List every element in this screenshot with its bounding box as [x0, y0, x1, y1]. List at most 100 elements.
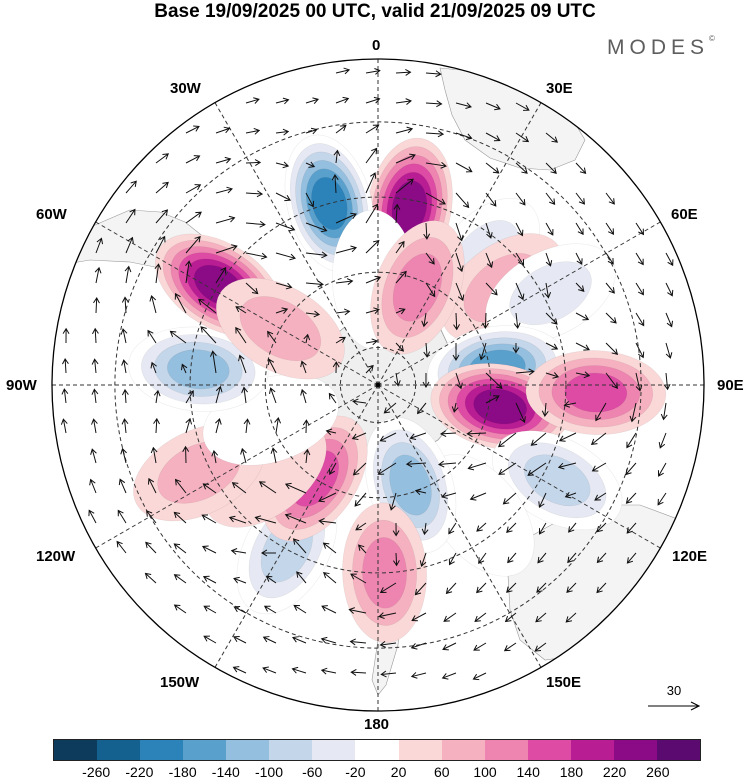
wind-vector-arrow	[478, 552, 487, 564]
wind-vector-arrow	[269, 387, 277, 404]
wind-vector-arrow	[275, 282, 293, 290]
wind-vector-arrow	[557, 462, 577, 470]
wind-vector-arrow	[215, 385, 223, 404]
wind-vector-arrow	[320, 667, 337, 675]
wind-vector-arrow	[485, 162, 500, 174]
wind-vector-arrow	[626, 522, 637, 534]
wind-vector-arrow	[657, 492, 667, 506]
wind-vector-arrow	[605, 312, 617, 324]
wind-vector-arrow	[425, 282, 436, 298]
wind-vector-arrow	[125, 236, 134, 254]
wind-vector-arrow	[485, 252, 494, 269]
wind-vector-arrow	[173, 511, 187, 524]
colorbar-swatch	[312, 740, 356, 760]
wind-vector-arrow	[393, 372, 401, 387]
wind-vector-arrow	[538, 492, 547, 509]
wind-vector-arrow	[605, 282, 615, 294]
wind-vector-arrow	[89, 478, 97, 494]
wind-vector-arrow	[90, 448, 97, 464]
wind-vector-arrow	[354, 492, 367, 507]
wind-vector-arrow	[348, 607, 367, 614]
wind-vector-arrow	[377, 462, 397, 475]
wind-vector-arrow	[245, 159, 262, 167]
wind-vector-arrow	[305, 310, 321, 318]
wind-vector-arrow	[233, 606, 247, 614]
wind-vector-arrow	[365, 364, 374, 374]
wind-vector-arrow	[425, 70, 442, 78]
wind-vector-arrow	[88, 509, 97, 524]
wind-vector-arrow	[245, 97, 260, 104]
wind-vector-arrow	[414, 582, 427, 596]
wind-vector-arrow	[303, 333, 311, 344]
wind-vector-arrow	[507, 552, 517, 564]
wind-vector-arrow	[635, 372, 643, 392]
positive-anomaly	[370, 220, 465, 355]
wind-vector-arrow	[267, 330, 277, 344]
wind-vector-arrow	[201, 514, 217, 524]
wind-vector-arrow	[185, 417, 193, 434]
wind-vector-arrow	[568, 522, 577, 533]
wind-vector-arrow	[472, 672, 487, 681]
wind-vector-arrow	[147, 329, 157, 344]
colorbar-tick: -100	[254, 764, 284, 780]
colorbar-swatch	[355, 740, 399, 760]
wind-vector-arrow	[318, 518, 337, 525]
wind-vector-arrow	[335, 124, 347, 134]
wind-vector-arrow	[395, 342, 405, 352]
wind-vector-arrow	[563, 401, 577, 408]
wind-vector-arrow	[545, 162, 557, 174]
wind-vector-arrow	[575, 312, 590, 321]
wind-vector-arrow	[91, 418, 98, 434]
wind-vector-arrow	[333, 149, 341, 164]
colorbar-tick: -60	[302, 764, 323, 780]
label-lon-150w: 150W	[160, 674, 200, 691]
wind-vector-arrow	[419, 552, 427, 567]
wind-vector-arrow	[476, 522, 487, 532]
colorbar-tick: -260	[82, 764, 111, 780]
wind-vector-arrow	[185, 125, 200, 134]
wind-vector-arrow	[665, 282, 674, 297]
wind-vector-arrow	[263, 605, 277, 614]
wind-vector-arrow	[538, 522, 547, 535]
wind-vector-arrow	[203, 635, 217, 644]
wind-vector-arrow	[445, 582, 457, 595]
wind-vector-arrow	[173, 604, 187, 614]
wind-vector-arrow	[536, 582, 547, 593]
wind-vector-arrow	[329, 462, 337, 475]
wind-vector-arrow	[215, 215, 236, 224]
wind-vector-arrow	[476, 582, 487, 594]
wind-vector-arrow	[425, 252, 435, 265]
wind-vector-arrow	[442, 642, 457, 651]
wind-vector-arrow	[485, 222, 493, 239]
wind-vector-arrow	[537, 552, 547, 564]
wind-vector-arrow	[241, 386, 248, 404]
wind-vector-arrow	[230, 548, 247, 555]
wind-vector-arrow	[513, 312, 521, 330]
wind-vector-arrow	[275, 222, 296, 232]
wind-vector-arrow	[365, 147, 378, 164]
wind-vector-arrow	[228, 515, 247, 524]
wind-vector-arrow	[185, 235, 201, 254]
wind-vector-arrow	[365, 172, 377, 194]
wind-vector-arrow	[626, 432, 637, 449]
wind-vector-arrow	[215, 266, 227, 284]
wind-vector-arrow	[169, 330, 187, 344]
wind-vector-arrow	[395, 270, 407, 284]
colorbar	[53, 739, 701, 761]
wind-vectors	[60, 67, 674, 681]
reference-arrow-icon	[648, 701, 701, 711]
wind-vector-arrow	[395, 307, 406, 315]
wind-vector-arrow	[605, 192, 615, 205]
wind-vector-arrow	[379, 582, 397, 594]
wind-vector-arrow	[146, 510, 157, 524]
wind-vector-arrow	[453, 312, 460, 331]
wind-vector-arrow	[395, 68, 412, 76]
wind-vector-arrow	[485, 395, 500, 404]
label-lon-150e: 150E	[546, 674, 582, 691]
wind-vector-arrow	[200, 326, 217, 344]
wind-vector-arrow	[365, 96, 381, 104]
wind-vector-arrow	[395, 153, 416, 164]
wind-vector-arrow	[410, 642, 427, 650]
colorbar-swatch	[140, 740, 184, 760]
meridian-line	[377, 384, 542, 668]
